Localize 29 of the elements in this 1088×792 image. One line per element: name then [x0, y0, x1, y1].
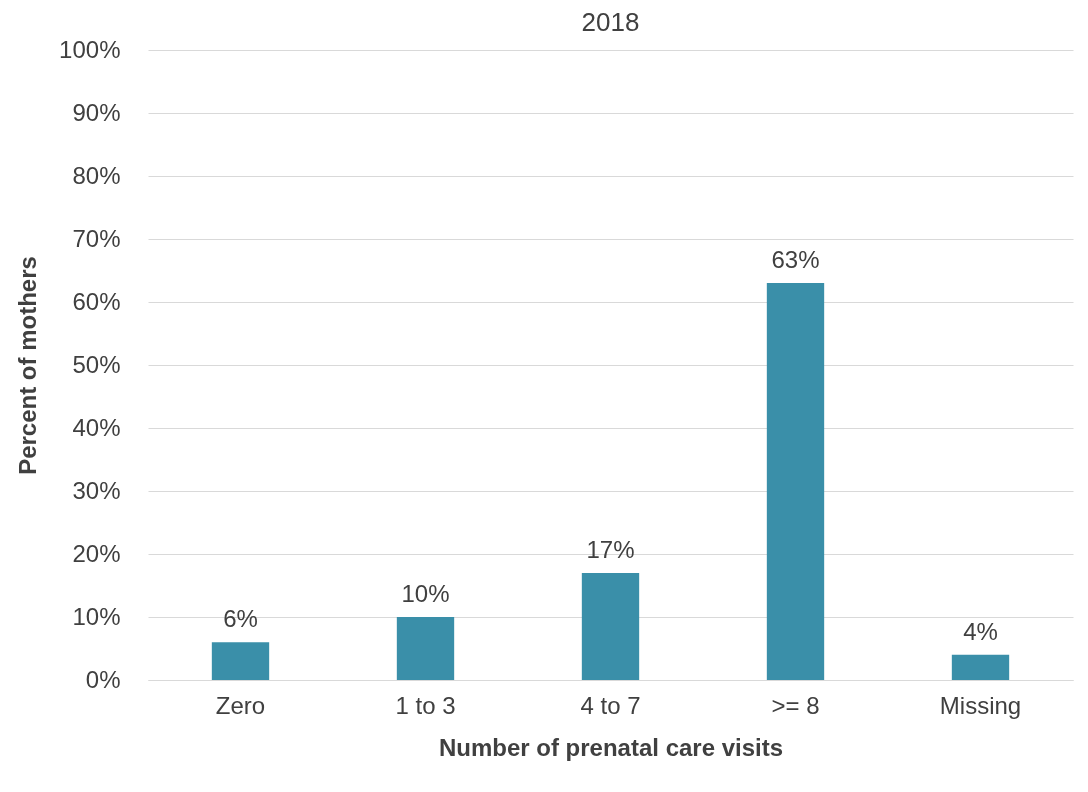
y-tick-label: 50% [72, 350, 121, 378]
x-tick-label: Zero [215, 691, 266, 719]
y-axis-title: Percent of mothers [14, 256, 42, 475]
data-label: 63% [771, 246, 820, 274]
bar [211, 642, 270, 680]
data-label: 4% [963, 617, 998, 645]
y-tick-label: 100% [59, 35, 121, 63]
y-tick-label: 20% [72, 539, 121, 567]
bar [581, 572, 640, 680]
bar [766, 283, 825, 680]
x-tick-label: 1 to 3 [395, 691, 456, 719]
y-tick-label: 90% [72, 98, 121, 126]
x-tick-label: 4 to 7 [580, 691, 641, 719]
x-tick-label: >= 8 [771, 691, 820, 719]
data-label: 10% [401, 580, 450, 607]
y-tick-label: 0% [85, 665, 121, 693]
data-label: 6% [223, 605, 258, 633]
x-axis-title: Number of prenatal care visits [438, 733, 784, 761]
bar [951, 654, 1010, 680]
x-tick-label: Missing [939, 691, 1022, 719]
y-tick-label: 10% [72, 602, 121, 630]
y-tick-label: 80% [72, 161, 121, 189]
data-label: 17% [586, 535, 635, 563]
y-tick-label: 30% [72, 476, 121, 504]
y-tick-label: 40% [72, 413, 121, 441]
y-tick-label: 70% [72, 224, 121, 252]
y-tick-label: 60% [72, 287, 121, 315]
bar [396, 617, 455, 680]
chart-title: 2018 [581, 7, 640, 37]
